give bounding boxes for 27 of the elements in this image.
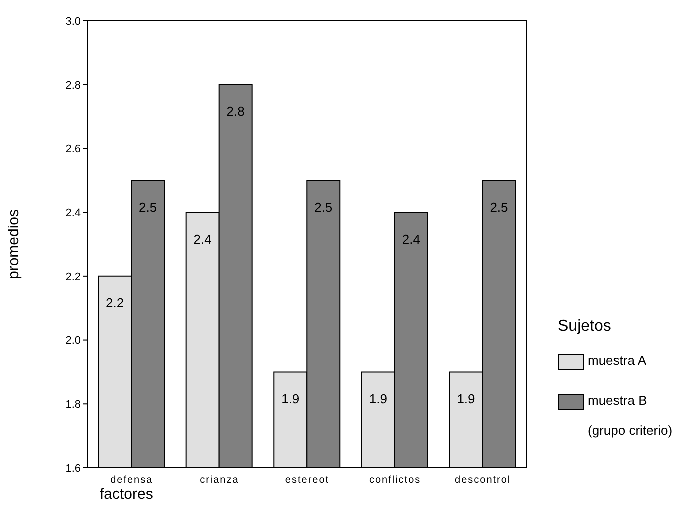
legend-label: muestra A: [588, 352, 647, 370]
data-label: 2.5: [314, 200, 333, 215]
data-label: 2.5: [138, 200, 158, 215]
data-label: 2.4: [402, 232, 420, 247]
data-label: 2.2: [106, 296, 124, 311]
data-label: 2.5: [490, 200, 508, 215]
data-label: 1.9: [282, 391, 300, 406]
legend-label: muestra B (grupo criterio): [588, 392, 673, 440]
y-tick-label: 2.6: [66, 144, 81, 156]
x-tick-label: crianza: [200, 475, 240, 486]
y-tick-label: 2.0: [66, 335, 81, 348]
x-axis-title: factores: [100, 486, 154, 503]
y-tick-label: 2.4: [66, 207, 81, 220]
x-tick-label: conflictos: [369, 475, 422, 486]
y-tick-label: 2.8: [66, 80, 81, 92]
data-label: 1.9: [457, 391, 476, 406]
y-tick-label: 2.2: [66, 271, 81, 284]
x-tick-label: descontrol: [455, 475, 512, 486]
y-tick-label: 1.8: [66, 399, 81, 412]
data-label: 1.9: [369, 391, 388, 406]
data-label: 2.4: [194, 232, 212, 247]
x-tick-label: defensa: [110, 475, 154, 486]
y-tick-label: 3.0: [66, 16, 81, 28]
data-label: 2.8: [226, 104, 245, 120]
x-tick-label: estereot: [285, 475, 330, 486]
legend-title: Sujetos: [558, 318, 612, 336]
y-tick-label: 1.6: [66, 462, 81, 475]
